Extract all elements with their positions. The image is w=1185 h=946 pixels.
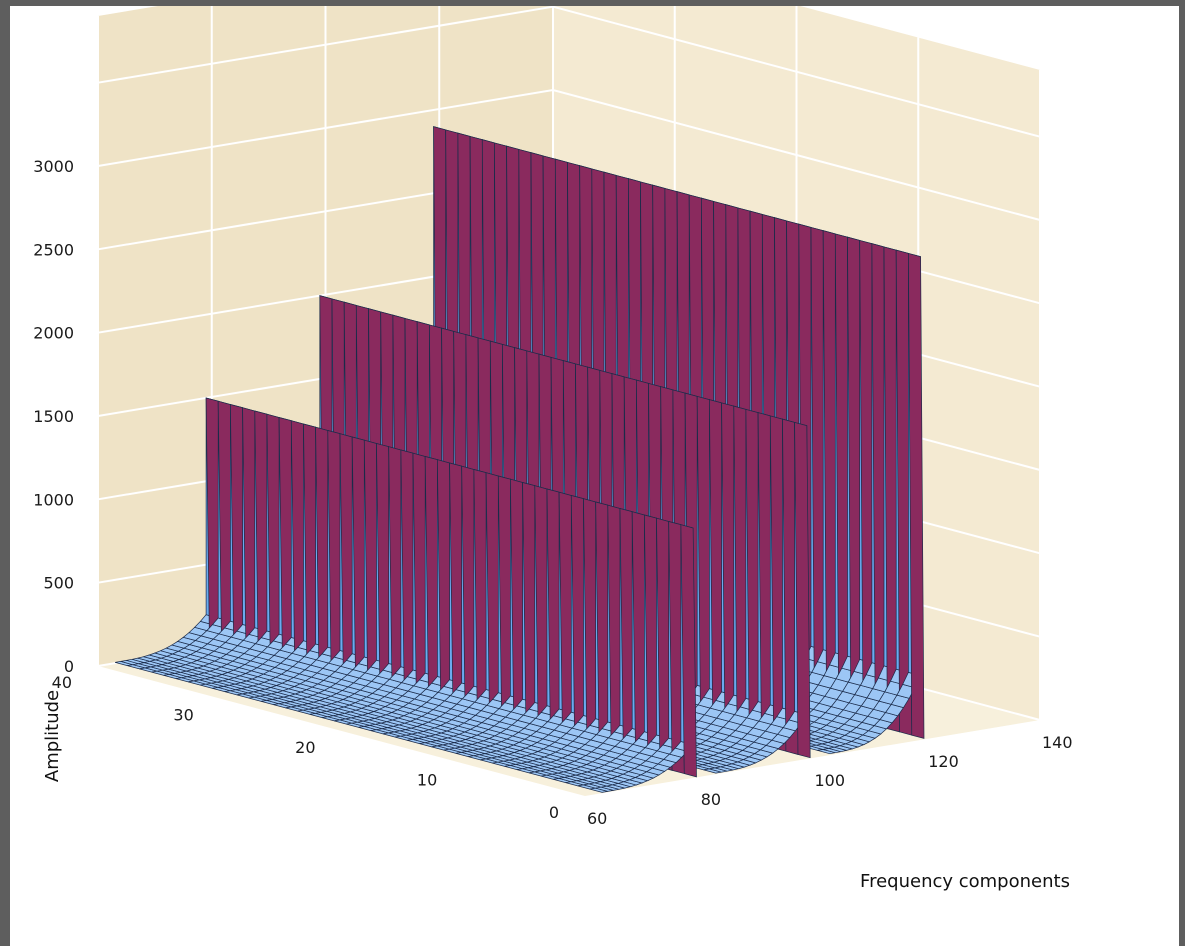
- z-axis-title: Amplitude: [42, 690, 63, 782]
- surface-cell: [794, 421, 811, 759]
- x-tick-label: 80: [701, 790, 721, 809]
- y-tick-label: 30: [173, 706, 193, 725]
- y-tick-label: 10: [417, 771, 437, 790]
- chart-surface: [115, 126, 925, 793]
- z-tick-label: 1000: [33, 490, 74, 509]
- surface-cell: [908, 252, 925, 739]
- x-tick-label: 120: [928, 752, 959, 771]
- x-tick-label: 60: [587, 809, 607, 828]
- x-tick-label: 140: [1042, 733, 1073, 752]
- y-tick-label: 0: [549, 803, 559, 822]
- z-tick-label: 2500: [33, 240, 74, 259]
- surface-chart: 0 500 1000 1500 2000 2500 3000 0 10 20 30 40 60 80 100…: [33, 6, 1073, 892]
- z-tick-label: 2000: [33, 324, 74, 343]
- surface-cell: [680, 524, 697, 778]
- x-tick-label: 100: [815, 771, 846, 790]
- z-tick-label: 3000: [33, 157, 74, 176]
- y-tick-label: 40: [52, 673, 72, 692]
- x-axis-title: Frequency components: [860, 871, 1070, 892]
- chart-ticks: 0 500 1000 1500 2000 2500 3000 0 10 20 30 40 60 80 100…: [33, 157, 1072, 828]
- z-tick-label: 0: [64, 657, 74, 676]
- y-tick-label: 20: [295, 738, 315, 757]
- z-tick-label: 1500: [33, 407, 74, 426]
- z-tick-label: 500: [43, 574, 74, 593]
